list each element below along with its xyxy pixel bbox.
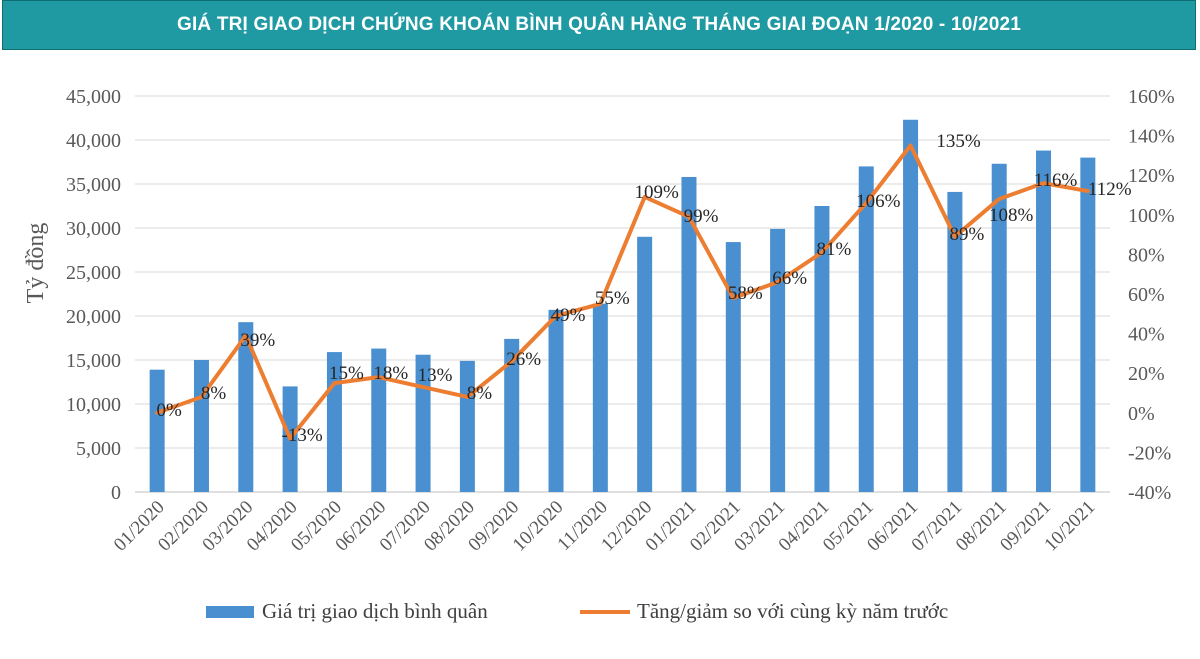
right-tick-label: 140% — [1128, 126, 1175, 148]
combo-chart: 0 5,000 10,000 15,000 20,000 25,000 30,000 35,0… — [23, 86, 1175, 623]
line-data-label: 58% — [728, 283, 763, 304]
line-data-label: 26% — [506, 349, 541, 370]
left-tick-label: 40,000 — [66, 130, 121, 152]
legend-bar-label: Giá trị giao dịch bình quân — [262, 599, 488, 623]
line-data-label: -13% — [282, 425, 323, 446]
bar — [371, 348, 387, 492]
bar — [991, 163, 1007, 492]
line-data-label: 106% — [856, 191, 901, 212]
bar — [193, 360, 209, 492]
right-tick-label: 20% — [1128, 363, 1165, 385]
bar — [1080, 157, 1096, 492]
left-axis-ticks: 0 5,000 10,000 15,000 20,000 25,000 30,000 35,0… — [66, 86, 121, 504]
left-tick-label: 0 — [111, 482, 121, 504]
bar — [637, 236, 653, 492]
line-data-label: 135% — [936, 131, 981, 152]
bar — [903, 119, 919, 492]
bar — [149, 369, 165, 492]
bar — [504, 338, 520, 492]
left-tick-label: 45,000 — [66, 86, 121, 108]
left-tick-label: 10,000 — [66, 394, 121, 416]
line-data-label: 0% — [156, 400, 182, 421]
line-data-label: 99% — [684, 206, 719, 227]
line-data-label: 39% — [240, 330, 275, 351]
left-tick-label: 35,000 — [66, 174, 121, 196]
right-tick-label: 0% — [1128, 403, 1155, 425]
bar — [770, 228, 786, 492]
bar — [238, 322, 254, 492]
data-labels: 0% 8% 39% -13% 15% 18% 13% 8% 26% 49% 55% 109%99% 58… — [156, 131, 1131, 446]
line-data-label: 55% — [595, 288, 630, 309]
bar — [725, 242, 741, 492]
right-tick-label: -20% — [1128, 442, 1171, 464]
chart-title-bar: GIÁ TRỊ GIAO DỊCH CHỨNG KHOÁN BÌNH QUÂN … — [2, 0, 1196, 50]
bar — [459, 360, 475, 492]
line-data-label: 112% — [1088, 179, 1132, 200]
right-tick-label: 40% — [1128, 324, 1165, 346]
line-data-label: 8% — [201, 383, 227, 404]
right-tick-label: 60% — [1128, 284, 1165, 306]
right-tick-label: 120% — [1128, 165, 1175, 187]
bar — [814, 206, 830, 492]
x-axis-ticks: 01/202002/202003/202004/202005/202006/20… — [110, 497, 1100, 556]
bar — [681, 176, 697, 492]
line-data-label: 13% — [418, 365, 453, 386]
bar — [592, 303, 608, 492]
line-data-label: 66% — [772, 268, 807, 289]
line-data-label: 81% — [817, 239, 852, 260]
growth-line — [155, 143, 1090, 441]
line-data-label: 116% — [1034, 170, 1078, 191]
left-tick-label: 15,000 — [66, 350, 121, 372]
line-data-label: 108% — [989, 205, 1034, 226]
left-tick-label: 30,000 — [66, 218, 121, 240]
chart-title: GIÁ TRỊ GIAO DỊCH CHỨNG KHOÁN BÌNH QUÂN … — [176, 14, 1022, 35]
line-data-label: 15% — [329, 363, 364, 384]
legend-bar-swatch — [206, 606, 254, 618]
right-tick-label: 100% — [1128, 205, 1175, 227]
right-axis-ticks: -40% -20% 0% 20% 40% 60% 80% 100% 120% 140% 160% — [1128, 86, 1175, 504]
legend: Giá trị giao dịch bình quân Tăng/giảm so… — [206, 599, 948, 623]
line-data-label: 109% — [634, 182, 679, 203]
line-data-label: 8% — [467, 383, 493, 404]
legend-line-label: Tăng/giảm so với cùng kỳ năm trước — [637, 599, 948, 623]
right-tick-label: 160% — [1128, 86, 1175, 108]
right-tick-label: 80% — [1128, 244, 1165, 266]
left-tick-label: 5,000 — [76, 438, 121, 460]
bar — [947, 191, 963, 493]
right-tick-label: -40% — [1128, 482, 1171, 504]
x-tick-label: 10/2021 — [1040, 497, 1099, 556]
bar — [548, 309, 564, 492]
left-tick-label: 25,000 — [66, 262, 121, 284]
line-data-label: 18% — [373, 363, 408, 384]
line-data-label: 89% — [949, 224, 984, 245]
bar — [1036, 150, 1052, 492]
y-axis-label: Tỷ đồng — [23, 223, 49, 304]
line-data-label: 49% — [551, 305, 586, 326]
left-tick-label: 20,000 — [66, 306, 121, 328]
bar — [858, 166, 874, 492]
